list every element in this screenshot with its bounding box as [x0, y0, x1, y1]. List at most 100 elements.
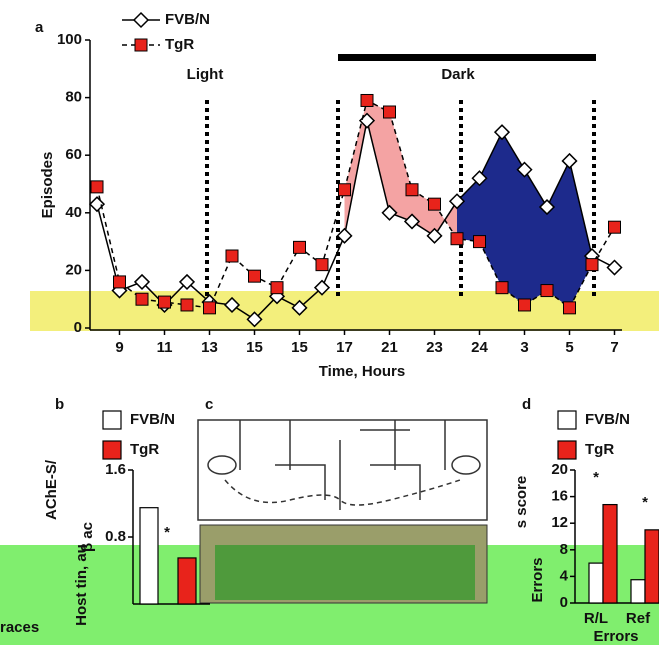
point — [135, 292, 149, 306]
point — [426, 227, 443, 244]
y-axis-label: AChE-S/ — [43, 459, 60, 520]
point — [338, 183, 351, 197]
point — [133, 273, 151, 290]
y-tick-label: 0 — [74, 319, 82, 336]
point — [428, 197, 441, 211]
maze-path — [224, 479, 461, 506]
maze-diagram — [197, 419, 488, 521]
x-tick-label: Ref — [626, 610, 651, 627]
dark-bar — [338, 54, 596, 61]
x-tick-label: 7 — [610, 339, 618, 356]
difference-shade — [457, 132, 592, 308]
x-tick-label: 23 — [426, 339, 443, 356]
point — [608, 220, 621, 234]
legend-label: FVB/N — [165, 11, 210, 28]
x-tick-label: 24 — [471, 339, 488, 356]
legend-label: TgR — [585, 441, 614, 458]
bar — [139, 507, 159, 605]
point — [471, 170, 488, 187]
x-tick-label: R/L — [584, 610, 608, 627]
mouse-right — [451, 455, 481, 475]
x-tick-label: 3 — [520, 339, 528, 356]
legend-swatch — [102, 410, 122, 430]
x-tick-label: 5 — [565, 339, 573, 356]
maze-walls — [239, 420, 446, 510]
point — [561, 152, 578, 170]
point — [493, 124, 511, 141]
y-axis-label: Episodes — [39, 152, 56, 219]
panel-label: a — [35, 19, 44, 36]
y-tick-label: 1.6 — [105, 461, 126, 478]
bar — [588, 562, 604, 604]
point — [203, 301, 216, 315]
point — [585, 258, 599, 272]
y-axis-label: Errors — [529, 557, 546, 602]
y-axis-label: Host tin, au — [73, 544, 90, 626]
point — [270, 281, 284, 295]
point — [606, 259, 623, 276]
point — [88, 196, 106, 213]
point — [518, 298, 531, 312]
yellow-overlay — [30, 291, 659, 331]
y-tick-label: 20 — [551, 461, 568, 478]
point — [246, 311, 263, 328]
point — [403, 213, 421, 230]
point — [223, 296, 241, 314]
point — [540, 284, 554, 298]
x-tick-label: 15 — [291, 339, 308, 356]
legend-label: TgR — [165, 36, 194, 53]
x-tick-label: 17 — [336, 339, 353, 356]
y-tick-label: 8 — [560, 541, 568, 558]
point — [495, 281, 509, 295]
y-tick-label: 40 — [65, 204, 82, 221]
y-tick-label: 16 — [551, 488, 568, 505]
x-axis-label: races — [0, 619, 39, 636]
point — [225, 249, 239, 263]
point — [132, 11, 150, 29]
point — [313, 279, 331, 296]
point — [538, 198, 556, 216]
annotation: Dark — [441, 66, 475, 83]
point — [291, 299, 308, 316]
point — [178, 273, 196, 290]
maze-frame — [197, 419, 488, 521]
bar — [602, 503, 618, 604]
significance-mark: * — [593, 469, 599, 486]
point — [563, 301, 576, 315]
x-tick-label: 11 — [157, 339, 173, 356]
point — [450, 232, 464, 246]
point — [516, 161, 533, 178]
panel-label: c — [205, 396, 213, 413]
y-tick-label: 60 — [65, 146, 82, 163]
x-tick-label: 9 — [115, 339, 123, 356]
panel-label: b — [55, 396, 64, 413]
bar — [177, 557, 197, 605]
point — [405, 183, 419, 197]
legend-label: TgR — [130, 441, 159, 458]
y-axis-label: β ac — [79, 522, 96, 552]
bar — [630, 579, 646, 604]
bar — [644, 529, 659, 604]
y-tick-label: 12 — [551, 514, 568, 531]
y-tick-label: 20 — [65, 261, 82, 278]
significance-mark: * — [164, 524, 170, 541]
point — [134, 38, 148, 52]
panel-label: d — [522, 396, 531, 413]
x-tick-label: 21 — [381, 339, 398, 356]
legend-swatch — [557, 410, 577, 430]
point — [473, 235, 486, 249]
legend-swatch — [102, 440, 122, 460]
y-tick-label: 80 — [65, 89, 82, 106]
point — [293, 240, 306, 254]
point — [381, 204, 398, 221]
maze-photo-inner — [215, 545, 475, 600]
y-axis-label: s score — [513, 476, 530, 529]
point — [448, 193, 466, 210]
point — [383, 105, 396, 119]
x-tick-label: 13 — [201, 339, 218, 356]
point — [180, 298, 194, 312]
annotation: Light — [187, 66, 224, 83]
y-tick-label: 0.8 — [105, 528, 126, 545]
